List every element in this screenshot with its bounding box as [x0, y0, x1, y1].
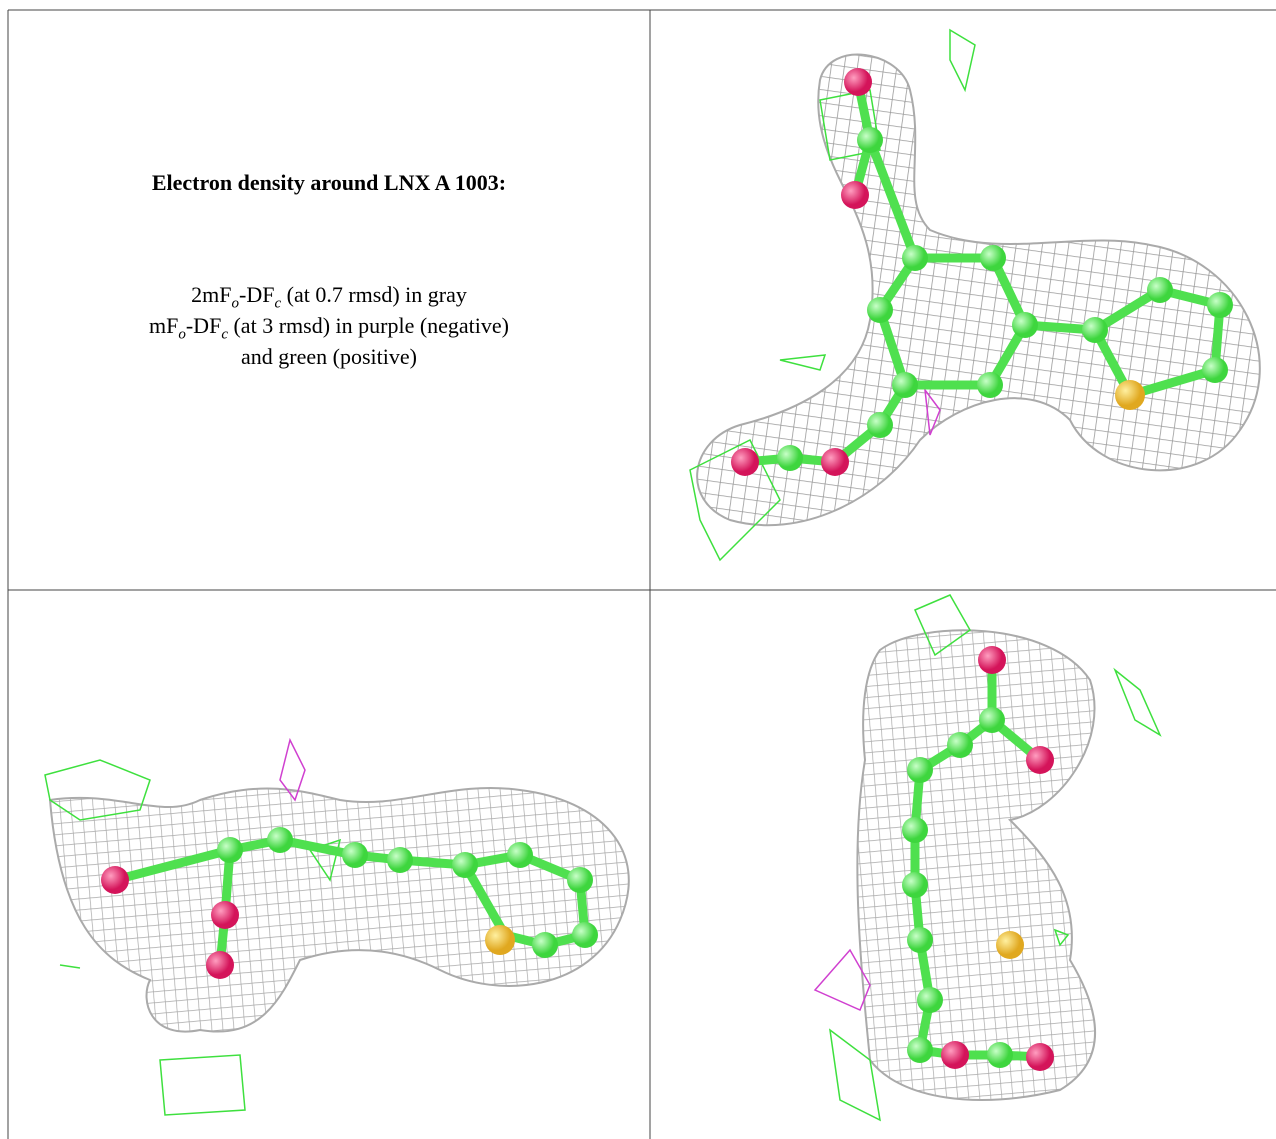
- legend-line: mFo-DFc (at 3 rmsd) in purple (negative): [8, 313, 650, 343]
- figure: Electron density around LNX A 1003: 2mFo…: [0, 0, 1276, 1139]
- density-view-3: [815, 595, 1160, 1120]
- text-run: (at 3 rmsd) in purple (negative): [228, 313, 509, 338]
- subscript: o: [232, 295, 240, 311]
- density-view-1: [690, 30, 1260, 560]
- legend-line: and green (positive): [8, 344, 650, 370]
- legend-line: 2mFo-DFc (at 0.7 rmsd) in gray: [8, 282, 650, 312]
- legend-title: Electron density around LNX A 1003:: [8, 170, 650, 196]
- text-run: 2mF: [191, 282, 231, 307]
- text-run: mF: [149, 313, 178, 338]
- subscript: o: [178, 326, 186, 342]
- text-run: and green (positive): [241, 344, 417, 369]
- text-run: (at 0.7 rmsd) in gray: [281, 282, 467, 307]
- density-view-2: [45, 740, 629, 1115]
- text-run: -DF: [186, 313, 221, 338]
- subscript: c: [221, 326, 228, 342]
- text-run: -DF: [239, 282, 274, 307]
